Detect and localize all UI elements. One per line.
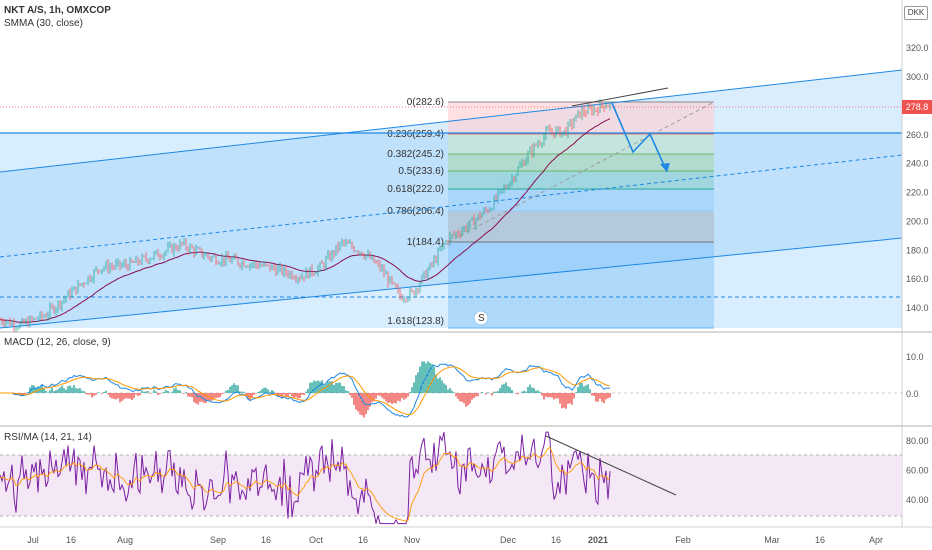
rsi-trendline[interactable] [545,435,677,496]
time-axis-label: Apr [869,535,883,545]
price-candles [0,98,611,333]
time-axis-label: Dec [500,535,517,545]
macd-title[interactable]: MACD (12, 26, close, 9) [4,337,111,348]
channel-mid-dashed[interactable] [0,154,903,258]
fib-zone-236-382 [448,134,714,154]
fib-zone-382-5 [448,154,714,171]
fib-level-label: 0.5(233.6) [398,166,444,177]
macd-axis-label: 0.0 [906,389,919,399]
time-axis-label: Sep [210,535,226,545]
fib-level-label: 0.382(245.2) [387,149,444,160]
fib-lines [448,101,714,329]
last-price-tag: 278.8 [902,100,932,114]
price-axis-label: 140.0 [906,303,929,313]
fib-level-label: 0.618(222.0) [387,184,444,195]
price-axis-label: 220.0 [906,188,929,198]
fib-zone-786-1 [448,211,714,242]
price-axis-label: 240.0 [906,159,929,169]
projection-path[interactable] [611,102,668,173]
price-axis[interactable]: 320.0300.0280.0260.0240.0220.0200.0180.0… [906,43,929,313]
fib-zone-618-786 [448,189,714,211]
event-marker-s-label: S [478,313,485,324]
price-axis-label: 200.0 [906,216,929,226]
macd-axis-label: 10.0 [906,352,924,362]
time-axis-label: 16 [261,535,271,545]
top-trendline[interactable] [571,87,669,107]
time-axis-label: Oct [309,535,324,545]
fib-labels: 0(282.6) 0.236(259.4) 0.382(245.2) 0.5(233.… [387,97,444,327]
currency-badge[interactable]: DKK [904,6,928,20]
price-pane[interactable]: 0(282.6) 0.236(259.4) 0.382(245.2) 0.5(233.… [0,69,903,333]
smma-line [0,118,611,323]
rsi-axis[interactable]: 80.00 60.00 40.00 [906,436,929,505]
fib-zone-5-618 [448,171,714,189]
time-axis-label: Jul [27,535,39,545]
price-axis-label: 180.0 [906,245,929,255]
time-axis-label: 16 [551,535,561,545]
macd-axis[interactable]: 10.0 0.0 [906,352,924,399]
rsi-axis-label: 40.00 [906,495,929,505]
time-axis-label: Feb [675,535,691,545]
time-axis-label: Mar [764,535,780,545]
time-axis-label: Aug [117,535,133,545]
price-axis-label: 300.0 [906,72,929,82]
symbol-title[interactable]: NKT A/S, 1h, OMXCOP [4,5,111,16]
time-axis[interactable]: Jul 16 Aug Sep 16 Oct 16 Nov Dec 16 2021 Feb Mar 16 Ap… [27,535,883,545]
smma-indicator-title[interactable]: SMMA (30, close) [4,18,83,29]
fib-level-label: 0(282.6) [407,97,444,108]
price-axis-label: 320.0 [906,43,929,53]
fib-level-label: 0.786(206.4) [387,206,444,217]
macd-histogram [13,361,611,418]
rsi-band-fill [0,455,902,516]
macd-signal-line [0,366,611,416]
rsi-ma-line [0,446,611,522]
macd-pane[interactable] [0,361,902,418]
time-axis-label: 16 [358,535,368,545]
time-axis-label: 2021 [588,535,608,545]
rsi-title[interactable]: RSI/MA (14, 21, 14) [4,432,92,443]
rsi-pane[interactable] [0,431,902,525]
rsi-axis-label: 60.00 [906,466,929,476]
fib-level-label: 1.618(123.8) [387,316,444,327]
price-axis-label: 260.0 [906,130,929,140]
rsi-axis-label: 80.00 [906,436,929,446]
event-marker-s[interactable] [473,310,489,326]
price-axis-label: 160.0 [906,274,929,284]
time-axis-label: Nov [404,535,421,545]
fib-level-label: 0.236(259.4) [387,129,444,140]
channel-upper-line[interactable] [0,69,903,173]
time-axis-label: 16 [815,535,825,545]
fib-level-label: 1(184.4) [407,237,444,248]
fib-zone-1-1618 [448,242,714,328]
rsi-line [0,431,611,525]
projection-arrowhead [660,163,670,172]
channel-lower-line[interactable] [0,237,903,329]
time-axis-label: 16 [66,535,76,545]
fib-diagonal-dashed[interactable] [447,101,715,243]
